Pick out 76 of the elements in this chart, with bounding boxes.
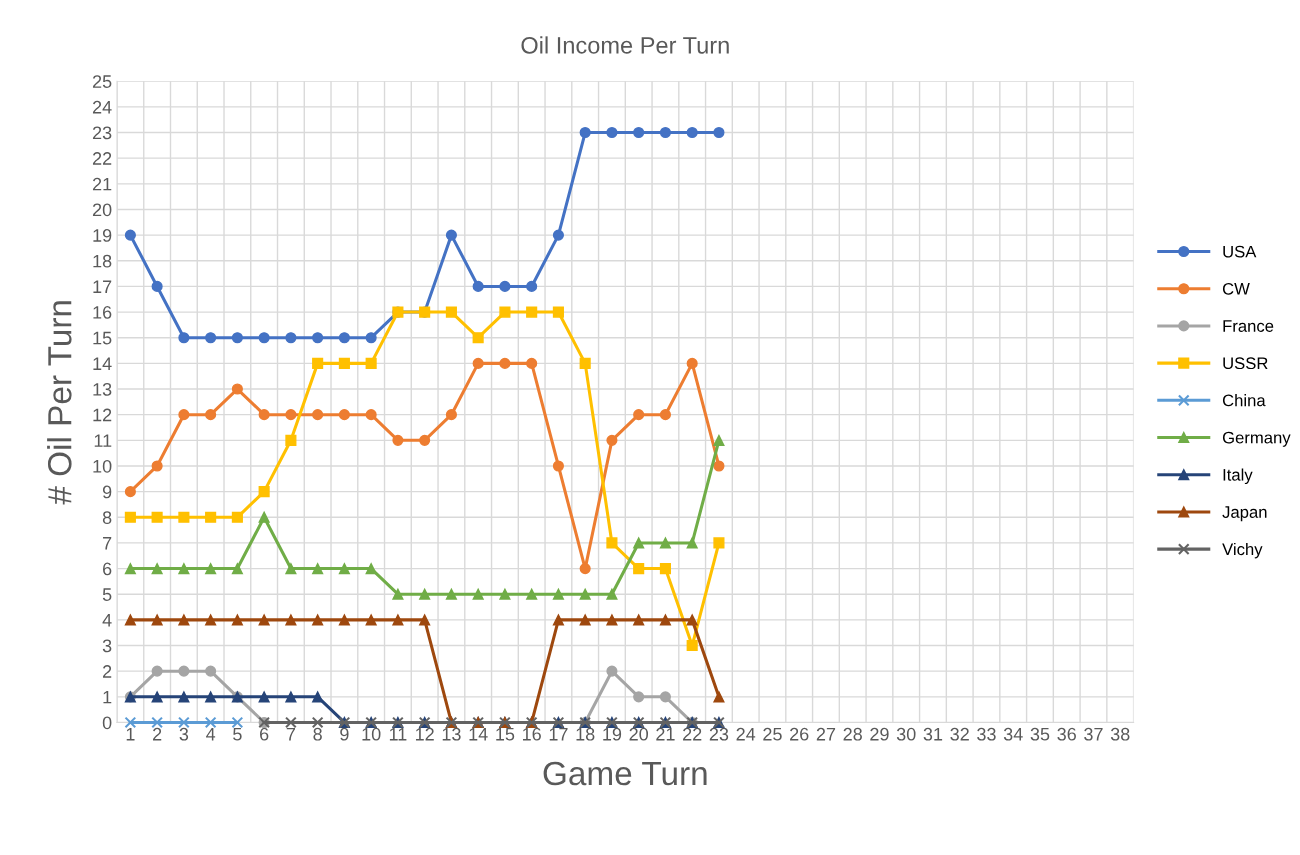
x-tick-label: 27 [816, 727, 836, 741]
y-tick-label: 21 [92, 177, 112, 191]
y-tick-label: 3 [102, 639, 112, 653]
x-tick-label: 24 [736, 727, 756, 741]
x-tick-label: 38 [1110, 727, 1130, 741]
legend-label: USSR [1223, 357, 1268, 370]
x-tick-label: 2 [153, 727, 162, 741]
y-tick-label: 17 [93, 280, 112, 293]
x-tick-label: 11 [389, 728, 407, 741]
x-tick-label: 12 [415, 727, 434, 741]
legend-label: Japan [1222, 506, 1267, 522]
y-tick-label: 2 [103, 665, 112, 678]
x-tick-label: 33 [977, 727, 996, 741]
y-tick-label: 8 [102, 511, 112, 524]
x-tick-label: 26 [790, 727, 809, 741]
y-tick-label: 16 [93, 306, 112, 319]
y-tick-label: 11 [94, 434, 112, 447]
x-tick-label: 1 [126, 728, 135, 741]
x-tick-label: 20 [629, 727, 649, 741]
x-tick-label: 15 [496, 728, 515, 741]
y-tick-label: 15 [93, 331, 112, 345]
x-tick-label: 35 [1030, 727, 1050, 741]
x-tick-label: 25 [763, 727, 782, 741]
x-tick-label: 22 [683, 727, 702, 741]
y-tick-label: 23 [92, 126, 112, 140]
x-tick-label: 18 [576, 727, 595, 741]
x-tick-label: 19 [603, 727, 622, 741]
x-tick-label: 14 [469, 728, 488, 741]
x-tick-label: 34 [1003, 727, 1023, 741]
x-tick-label: 23 [709, 727, 729, 741]
legend-label: Germany [1222, 431, 1291, 447]
y-tick-label: 24 [92, 100, 112, 114]
legend-label: Italy [1223, 468, 1253, 485]
x-tick-label: 16 [523, 727, 541, 741]
y-tick-label: 9 [102, 485, 112, 499]
x-tick-label: 5 [233, 728, 242, 741]
legend-label: CW [1222, 282, 1250, 295]
x-tick-label: 21 [656, 727, 675, 741]
y-tick-label: 13 [93, 382, 112, 396]
x-tick-label: 6 [260, 727, 269, 741]
x-tick-label: 10 [362, 727, 381, 741]
x-tick-label: 29 [870, 727, 889, 741]
x-tick-label: 31 [923, 727, 943, 741]
x-tick-label: 37 [1084, 727, 1103, 741]
y-tick-label: 20 [92, 203, 112, 217]
y-tick-label: 18 [93, 254, 112, 268]
legend-label: USA [1223, 245, 1257, 258]
x-tick-label: 13 [442, 727, 461, 741]
y-tick-label: 12 [93, 408, 112, 422]
y-tick-label: 22 [92, 152, 112, 165]
x-tick-label: 7 [286, 728, 296, 741]
x-tick-label: 32 [950, 727, 969, 741]
y-tick-label: 1 [103, 690, 112, 704]
legend-label: Vichy [1222, 542, 1263, 559]
y-tick-label: 10 [93, 459, 112, 473]
chart-title: Oil Income Per Turn [521, 36, 729, 54]
x-tick-label: 3 [179, 727, 189, 741]
x-tick-label: 36 [1057, 727, 1076, 741]
y-tick-label: 4 [102, 614, 112, 627]
legend-label: France [1223, 320, 1274, 332]
x-axis-title: Game Turn [543, 761, 707, 786]
x-tick-label: 8 [313, 727, 322, 741]
x-tick-label: 4 [206, 728, 216, 741]
y-tick-label: 25 [92, 75, 112, 88]
y-tick-label: 19 [93, 229, 112, 242]
x-tick-label: 17 [549, 728, 568, 741]
x-tick-label: 28 [843, 727, 862, 741]
y-tick-label: 14 [93, 357, 112, 370]
y-tick-label: 5 [102, 588, 112, 601]
x-tick-label: 30 [896, 727, 916, 741]
y-tick-label: 0 [102, 716, 112, 730]
y-tick-label: 7 [103, 537, 112, 550]
y-axis-title: # Oil Per Turn [47, 301, 72, 505]
y-tick-label: 6 [103, 562, 112, 576]
x-tick-label: 9 [340, 727, 349, 741]
legend-label: China [1222, 394, 1266, 407]
